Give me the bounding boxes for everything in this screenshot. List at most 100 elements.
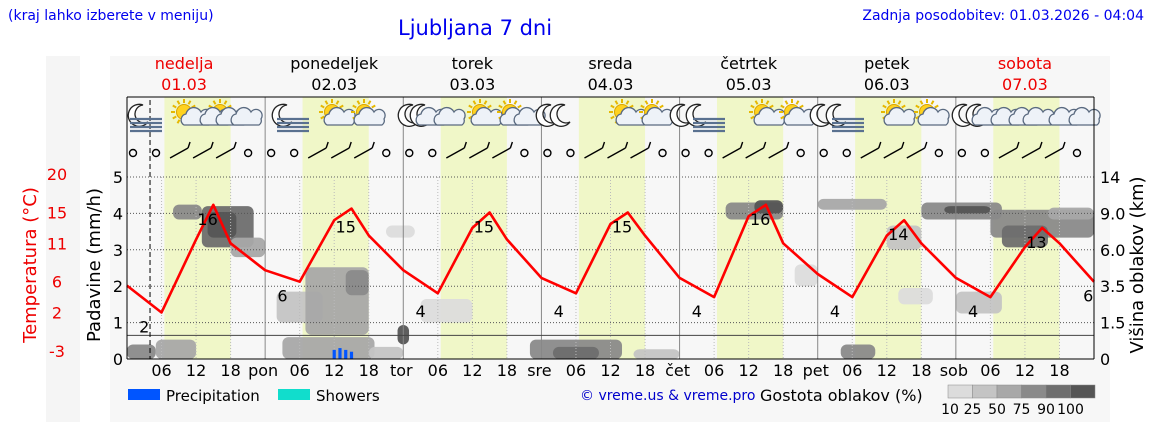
day-date: 02.03 [311, 75, 357, 94]
calm-wind-icon [289, 148, 299, 158]
partly-cloudy-icon [883, 106, 916, 126]
density-scale-label: 75 [1013, 402, 1031, 418]
cloud-patch [127, 344, 156, 359]
precip-tick-label: 3 [113, 241, 123, 260]
moon-clear-icon [685, 103, 707, 127]
location-hint[interactable]: (kraj lahko izberete v meniju) [8, 8, 214, 24]
last-updated: Zadnja posodobitev: 01.03.2026 - 04:04 [862, 8, 1144, 24]
legend-swatch [278, 389, 310, 400]
temperature-label: 16 [197, 210, 217, 229]
density-scale-label: 90 [1037, 402, 1055, 418]
temperature-label: 15 [474, 218, 494, 237]
calm-wind-icon [520, 148, 529, 158]
calm-wind-icon [1072, 148, 1082, 158]
wind-barb-icon [722, 141, 744, 159]
day-tick-label: pon [248, 361, 278, 380]
cloud-patch [955, 291, 1002, 314]
legend-swatch [128, 389, 160, 400]
cloud-patch [794, 264, 818, 287]
cloud-patch [345, 270, 369, 296]
partly-cloudy-icon [433, 106, 466, 126]
wind-barb-icon [307, 141, 329, 159]
wind-barb-icon [469, 141, 491, 159]
hour-tick-label: 12 [1015, 361, 1035, 380]
precipitation-bar [332, 349, 336, 359]
wind-barb-icon [768, 141, 790, 159]
moon-clear-icon [809, 103, 831, 127]
cloud-patch [944, 206, 991, 214]
wind-barb-icon [630, 141, 652, 159]
hour-tick-label: 18 [359, 361, 379, 380]
precipitation-bar [338, 348, 342, 359]
calm-wind-icon [934, 148, 944, 158]
density-scale-label: 100 [1057, 402, 1084, 418]
density-scale-swatch [972, 384, 998, 399]
wind-barb-icon [607, 141, 629, 159]
wind-barb-icon [1021, 141, 1043, 159]
density-scale-swatch [1021, 384, 1047, 399]
cloud-height-tick-label: 3.5 [1100, 277, 1125, 296]
calm-wind-icon [957, 148, 967, 158]
day-date: 07.03 [1002, 75, 1048, 94]
partly-cloudy-icon [230, 106, 263, 126]
temperature-tick-label: 6 [52, 273, 62, 292]
hour-tick-label: 06 [566, 361, 586, 380]
cloud-height-axis-title: Višina oblakov (km) [1127, 176, 1148, 353]
day-tick-label: sob [940, 361, 968, 380]
wind-barb-icon [353, 141, 375, 159]
cloud-patch [633, 349, 680, 359]
temperature-label: 15 [336, 218, 356, 237]
wind-barb-icon [745, 141, 767, 159]
cloud-patch [368, 346, 404, 359]
day-date: 06.03 [864, 75, 910, 94]
day-tick-label: tor [390, 361, 413, 380]
temperature-tick-label: 15 [47, 203, 67, 222]
cloud-patch [386, 225, 415, 238]
density-scale-swatch [947, 384, 973, 399]
wind-barb-icon [192, 141, 214, 159]
wind-barb-icon [998, 141, 1020, 159]
wind-barb-icon [445, 141, 467, 159]
calm-wind-icon [428, 148, 437, 158]
cloud-patch [840, 344, 876, 359]
cloud-patch [173, 204, 202, 220]
precipitation-axis-title: Padavine (mm/h) [84, 188, 105, 342]
moon-clear-icon [669, 103, 691, 127]
wind-barb-icon [860, 141, 882, 159]
wind-barb-icon [906, 141, 928, 159]
fog-icon [693, 117, 725, 133]
cloud-patch [420, 298, 473, 323]
calm-wind-icon [658, 148, 667, 158]
calm-wind-icon [151, 148, 161, 158]
cloud-patch [230, 237, 266, 258]
density-scale-swatch [1045, 384, 1071, 399]
precip-tick-label: 2 [113, 277, 123, 296]
temperature-tick-label: 2 [52, 304, 62, 323]
temperature-label: 4 [830, 302, 840, 321]
day-name: sreda [588, 54, 632, 73]
calm-wind-icon [796, 148, 805, 158]
calm-wind-icon [243, 148, 253, 158]
density-scale-label: 10 [941, 402, 959, 418]
temperature-axis-title: Temperatura (°C) [20, 187, 41, 344]
daylight-band [578, 97, 646, 359]
hour-tick-label: 12 [600, 361, 620, 380]
fog-icon [277, 117, 309, 133]
partly-cloudy-icon [917, 106, 950, 126]
calm-wind-icon [128, 148, 138, 158]
precip-tick-label: 1 [113, 314, 123, 333]
wind-barb-icon [883, 141, 905, 159]
partly-cloudy-icon [353, 106, 386, 126]
day-tick-label: pet [803, 361, 829, 380]
hour-tick-label: 12 [324, 361, 344, 380]
density-scale-label: 50 [988, 402, 1006, 418]
credit-link[interactable]: © vreme.us & vreme.pro [580, 388, 756, 404]
temperature-tick-label: 20 [47, 165, 67, 184]
hour-tick-label: 18 [1049, 361, 1069, 380]
temperature-label: 15 [612, 218, 632, 237]
temperature-label: 16 [750, 210, 770, 229]
hour-tick-label: 18 [497, 361, 517, 380]
temperature-label: 4 [415, 302, 425, 321]
calm-wind-icon [842, 148, 851, 158]
moon-clear-icon [825, 103, 847, 127]
